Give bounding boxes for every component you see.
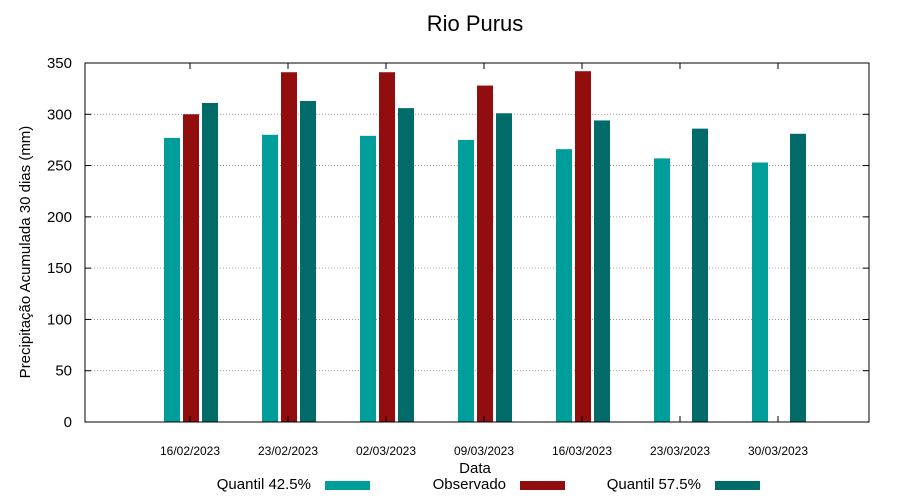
bar (654, 158, 670, 423)
bar (496, 113, 512, 422)
legend-label: Quantil 57.5% (607, 476, 701, 493)
bar (398, 108, 414, 422)
bar (594, 120, 610, 422)
x-tick-label: 23/03/2023 (650, 444, 710, 458)
x-tick-label: 16/02/2023 (160, 444, 220, 458)
y-tick-label: 0 (64, 414, 72, 431)
x-axis-label: Data (459, 460, 491, 477)
plot-frame (84, 62, 870, 423)
bar (790, 133, 806, 422)
bar (477, 85, 493, 423)
y-axis-ticks: 0 50 100 150 200 250 300 350 (47, 55, 869, 431)
bar (575, 71, 591, 422)
y-axis-label: Precipitação Acumulada 30 dias (mm) (17, 126, 34, 379)
x-tick-label: 02/03/2023 (356, 444, 416, 458)
legend-swatch (325, 481, 370, 490)
bar (202, 103, 218, 422)
bar (556, 149, 572, 422)
bar (752, 162, 768, 422)
legend: Quantil 42.5% Observado Quantil 57.5% (217, 476, 760, 493)
y-tick-label: 250 (47, 158, 72, 175)
x-tick-label: 30/03/2023 (748, 444, 808, 458)
x-tick-label: 23/02/2023 (258, 444, 318, 458)
x-tick-label: 16/03/2023 (552, 444, 612, 458)
y-tick-label: 350 (47, 55, 72, 72)
chart-title: Rio Purus (427, 11, 524, 36)
bars (164, 71, 806, 423)
bar (164, 137, 180, 422)
legend-label: Observado (433, 476, 506, 493)
y-tick-label: 50 (55, 363, 72, 380)
bar (300, 100, 316, 423)
bar (281, 72, 297, 422)
bar (360, 135, 376, 422)
bar (692, 128, 708, 422)
y-tick-label: 150 (47, 260, 72, 277)
legend-label: Quantil 42.5% (217, 476, 311, 493)
legend-swatch (715, 481, 760, 490)
bar (262, 134, 278, 423)
bar (379, 72, 395, 422)
bar (458, 139, 474, 422)
y-tick-label: 100 (47, 311, 72, 328)
x-tick-label: 09/03/2023 (454, 444, 514, 458)
x-axis-ticks: 16/02/2023 23/02/2023 02/03/2023 09/03/2023… (160, 63, 808, 458)
y-tick-label: 300 (47, 106, 72, 123)
bar (183, 114, 199, 423)
legend-swatch (520, 481, 565, 490)
y-tick-label: 200 (47, 209, 72, 226)
